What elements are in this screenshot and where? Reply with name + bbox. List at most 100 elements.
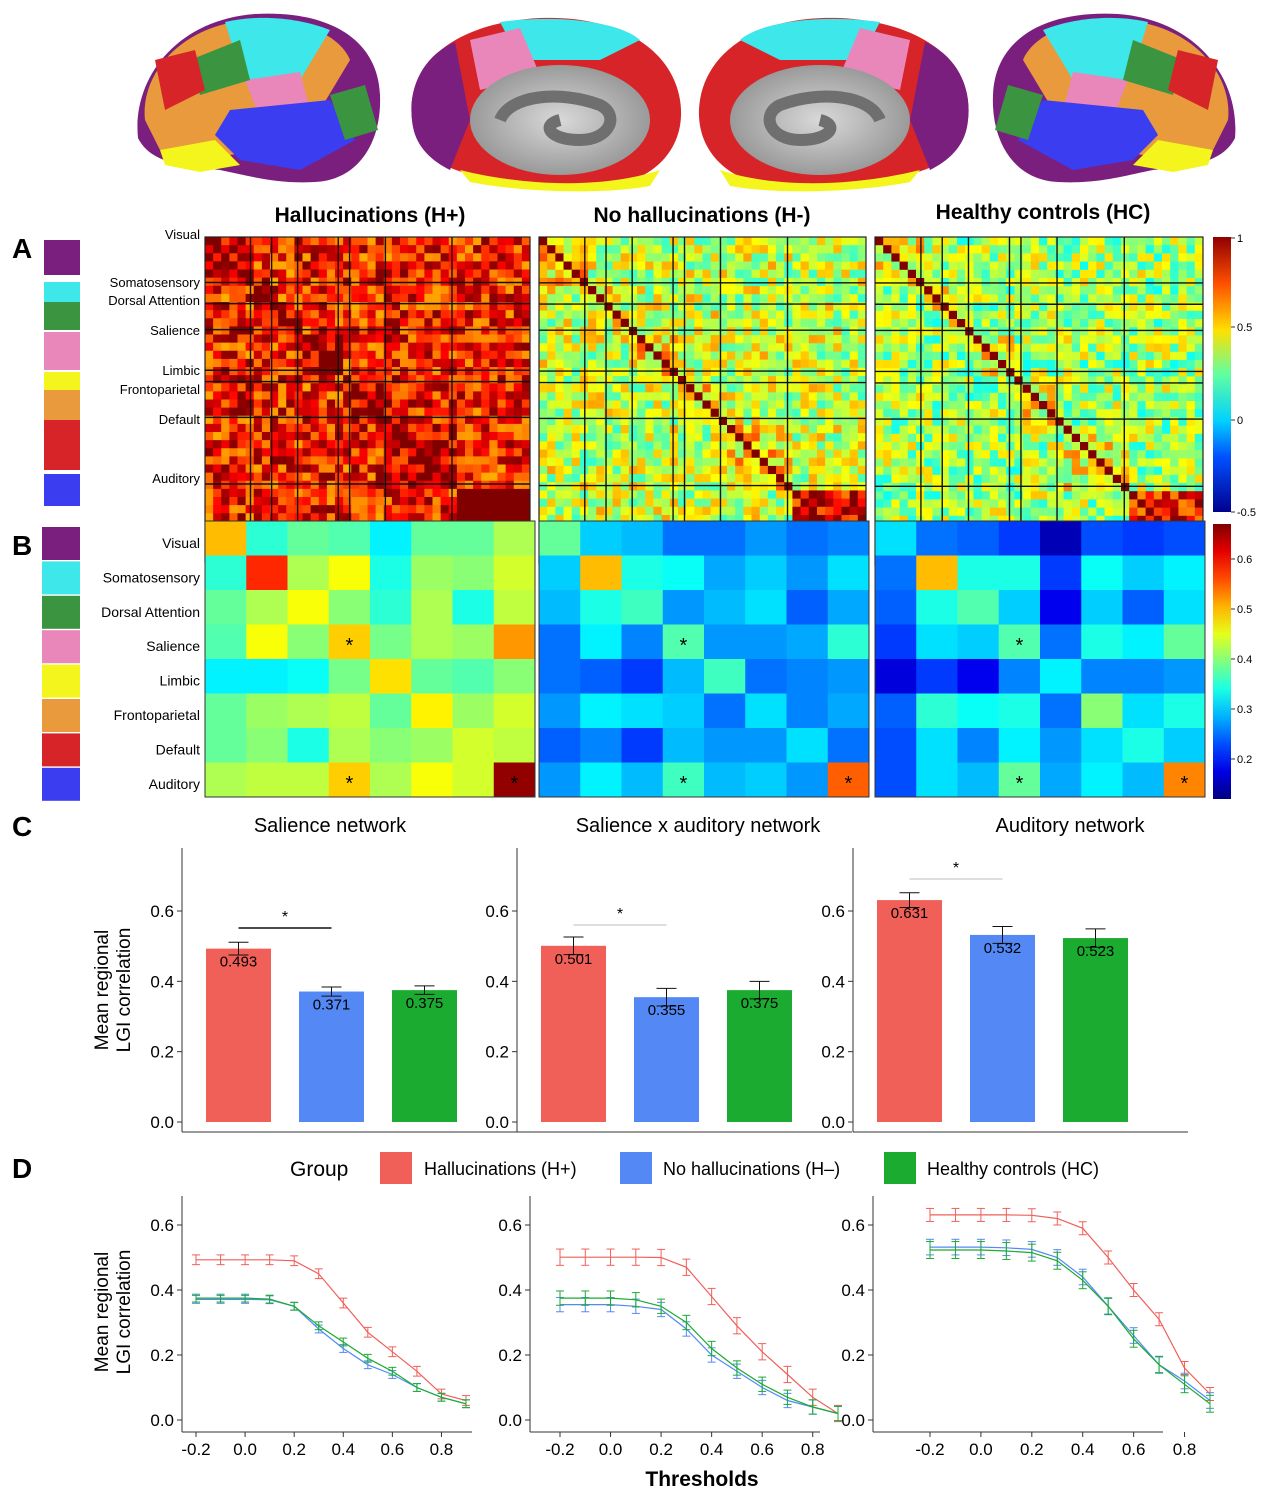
matrix-cell: [1030, 458, 1040, 467]
matrix-cell: [792, 433, 801, 442]
matrix-cell: [1039, 335, 1048, 344]
heatmap-cell: [246, 555, 288, 591]
heatmap-cell: [370, 590, 412, 625]
matrix-cell: [261, 480, 271, 490]
matrix-cell: [571, 498, 581, 508]
row-label-b-7: Auditory: [149, 776, 200, 792]
matrix-cell: [727, 286, 736, 295]
matrix-cell: [335, 269, 344, 279]
matrix-cell: [1088, 507, 1097, 517]
matrix-cell: [302, 358, 312, 368]
matrix-cell: [424, 310, 433, 319]
matrix-cell: [1022, 310, 1032, 320]
matrix-cell: [1137, 319, 1146, 328]
matrix-cell: [825, 310, 834, 320]
matrix-cell: [1071, 261, 1081, 271]
matrix-cell: [278, 415, 287, 425]
matrix-cell: [907, 261, 917, 271]
matrix-cell: [294, 261, 303, 270]
matrix-cell: [1194, 483, 1204, 492]
matrix-cell: [932, 483, 941, 492]
matrix-cell: [343, 497, 352, 506]
matrix-cell: [899, 327, 909, 336]
matrix-cell: [539, 294, 548, 303]
matrix-cell: [253, 513, 263, 522]
matrix-cell: [1137, 368, 1146, 377]
matrix-cell: [686, 318, 695, 328]
matrix-cell: [335, 464, 344, 474]
matrix-cell: [891, 310, 900, 320]
matrix-cell: [833, 237, 842, 246]
matrix-cell: [1055, 491, 1064, 500]
matrix-cell: [808, 490, 818, 500]
matrix-cell: [1153, 450, 1163, 459]
matrix-cell: [965, 499, 974, 508]
matrix-cell: [1022, 294, 1032, 303]
matrix-cell: [1129, 237, 1138, 246]
matrix-cell: [653, 408, 663, 418]
matrix-cell: [767, 253, 777, 262]
matrix-cell: [1145, 491, 1155, 500]
matrix-cell: [1088, 450, 1097, 459]
matrix-cell: [816, 245, 826, 254]
matrix-cell: [571, 245, 581, 254]
matrix-cell: [1145, 466, 1155, 476]
matrix-cell: [1055, 450, 1064, 459]
matrix-cell: [318, 302, 328, 311]
matrix-cell: [677, 384, 687, 393]
matrix-cell: [205, 456, 214, 465]
matrix-cell: [456, 375, 466, 384]
matrix-cell: [628, 302, 638, 311]
matrix-cell: [359, 415, 368, 425]
matrix-cell: [205, 488, 214, 498]
matrix-cell: [833, 335, 842, 344]
matrix-cell: [735, 384, 744, 393]
matrix-cell: [335, 423, 344, 433]
matrix-cell: [743, 261, 752, 271]
matrix-cell: [1162, 491, 1171, 500]
matrix-cell: [1145, 368, 1155, 377]
matrix-cell: [857, 474, 867, 483]
matrix-cell: [563, 457, 573, 467]
matrix-cell: [604, 269, 613, 279]
row-label-a-0: Visual: [165, 227, 200, 242]
matrix-cell: [521, 285, 531, 295]
matrix-cell: [343, 407, 352, 417]
matrix-cell: [957, 286, 966, 295]
matrix-cell: [932, 237, 941, 246]
matrix-cell: [677, 416, 687, 426]
matrix-cell: [351, 302, 360, 311]
matrix-cell: [883, 327, 892, 336]
matrix-cell: [278, 367, 287, 376]
matrix-cell: [767, 457, 777, 467]
matrix-cell: [800, 392, 810, 401]
matrix-cell: [1071, 433, 1081, 443]
matrix-cell: [669, 326, 679, 336]
matrix-cell: [677, 506, 687, 516]
matrix-cell: [743, 498, 752, 508]
matrix-cell: [940, 319, 950, 328]
matrix-cell: [383, 334, 393, 344]
matrix-cell: [1145, 351, 1155, 361]
matrix-cell: [408, 480, 417, 490]
matrix-cell: [351, 440, 360, 449]
matrix-cell: [998, 253, 1007, 262]
matrix-cell: [359, 269, 368, 279]
matrix-cell: [505, 285, 515, 295]
matrix-cell: [702, 490, 712, 500]
matrix-cell: [253, 432, 263, 441]
matrix-cell: [1047, 491, 1056, 500]
matrix-cell: [270, 497, 279, 506]
matrix-cell: [547, 375, 556, 385]
matrix-cell: [367, 285, 377, 295]
matrix-cell: [686, 367, 695, 377]
matrix-cell: [351, 448, 360, 457]
matrix-cell: [237, 367, 247, 376]
heatmap-cell: [745, 590, 787, 625]
matrix-cell: [563, 441, 573, 450]
matrix-cell: [221, 342, 230, 352]
matrix-cell: [302, 448, 312, 457]
matrix-cell: [367, 375, 377, 384]
matrix-cell: [833, 506, 842, 516]
matrix-cell: [481, 399, 490, 409]
